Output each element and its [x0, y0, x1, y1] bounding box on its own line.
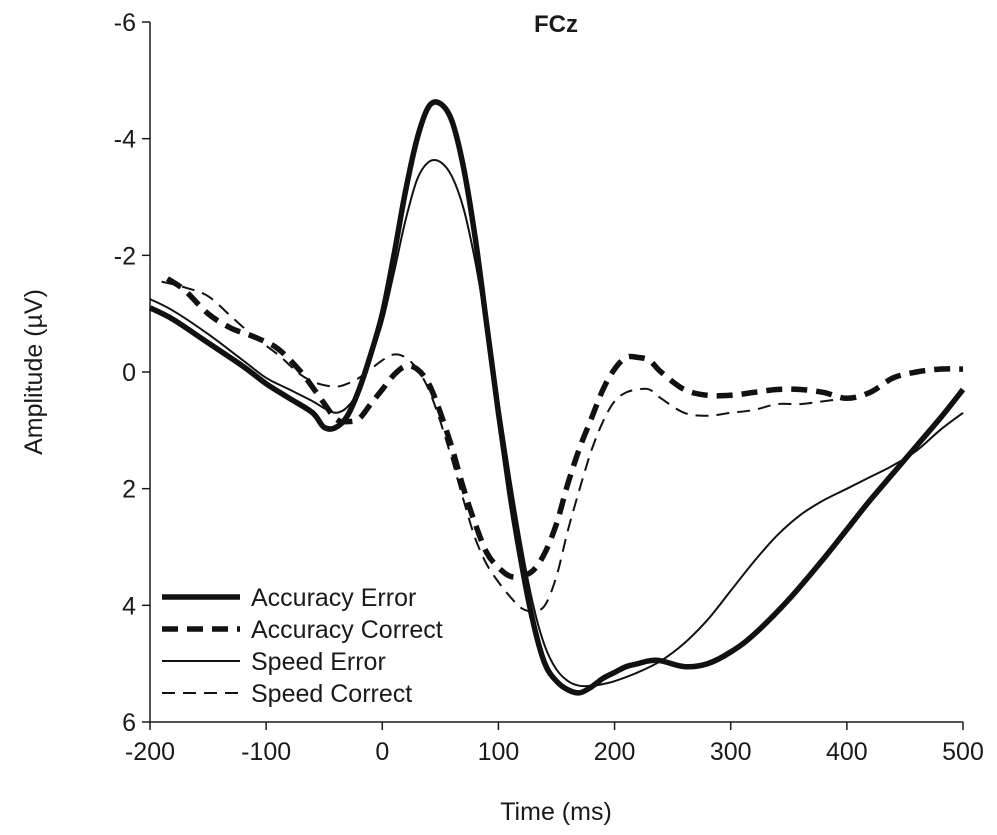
- x-tick-label: -100: [241, 738, 291, 766]
- y-tick-label: -2: [114, 242, 136, 270]
- y-tick-label: -4: [114, 126, 136, 154]
- x-ticks: -200 -100 0 100 200 300 400 500: [125, 722, 984, 766]
- x-tick-label: 100: [478, 738, 520, 766]
- y-axis-label: Amplitude (µV): [20, 289, 48, 455]
- x-tick-label: 200: [594, 738, 636, 766]
- series-line-speed-error: [149, 159, 964, 688]
- y-tick-label: 4: [122, 592, 136, 620]
- y-tick-label: 6: [122, 709, 136, 737]
- x-tick-label: 500: [942, 738, 984, 766]
- legend-label: Speed Correct: [251, 680, 412, 708]
- y-tick-label: -6: [114, 9, 136, 37]
- x-tick-label: 300: [710, 738, 752, 766]
- x-tick-label: 0: [375, 738, 389, 766]
- series-layer: [148, 99, 966, 696]
- y-ticks: -6 -4 -2 0 2 4 6: [114, 9, 150, 737]
- x-tick-label: 400: [826, 738, 868, 766]
- x-axis-label: Time (ms): [500, 798, 612, 826]
- legend-label: Speed Error: [251, 648, 386, 676]
- legend-label: Accuracy Error: [251, 584, 416, 612]
- legend: Accuracy Error Accuracy Correct Speed Erro…: [162, 584, 443, 708]
- series-line-accuracy-error: [148, 99, 966, 696]
- y-tick-label: 2: [122, 476, 136, 504]
- series-line-speed-correct: [161, 280, 848, 613]
- legend-label: Accuracy Correct: [251, 616, 443, 644]
- y-tick-label: 0: [122, 359, 136, 387]
- x-tick-label: -200: [125, 738, 175, 766]
- chart-title: FCz: [534, 11, 578, 38]
